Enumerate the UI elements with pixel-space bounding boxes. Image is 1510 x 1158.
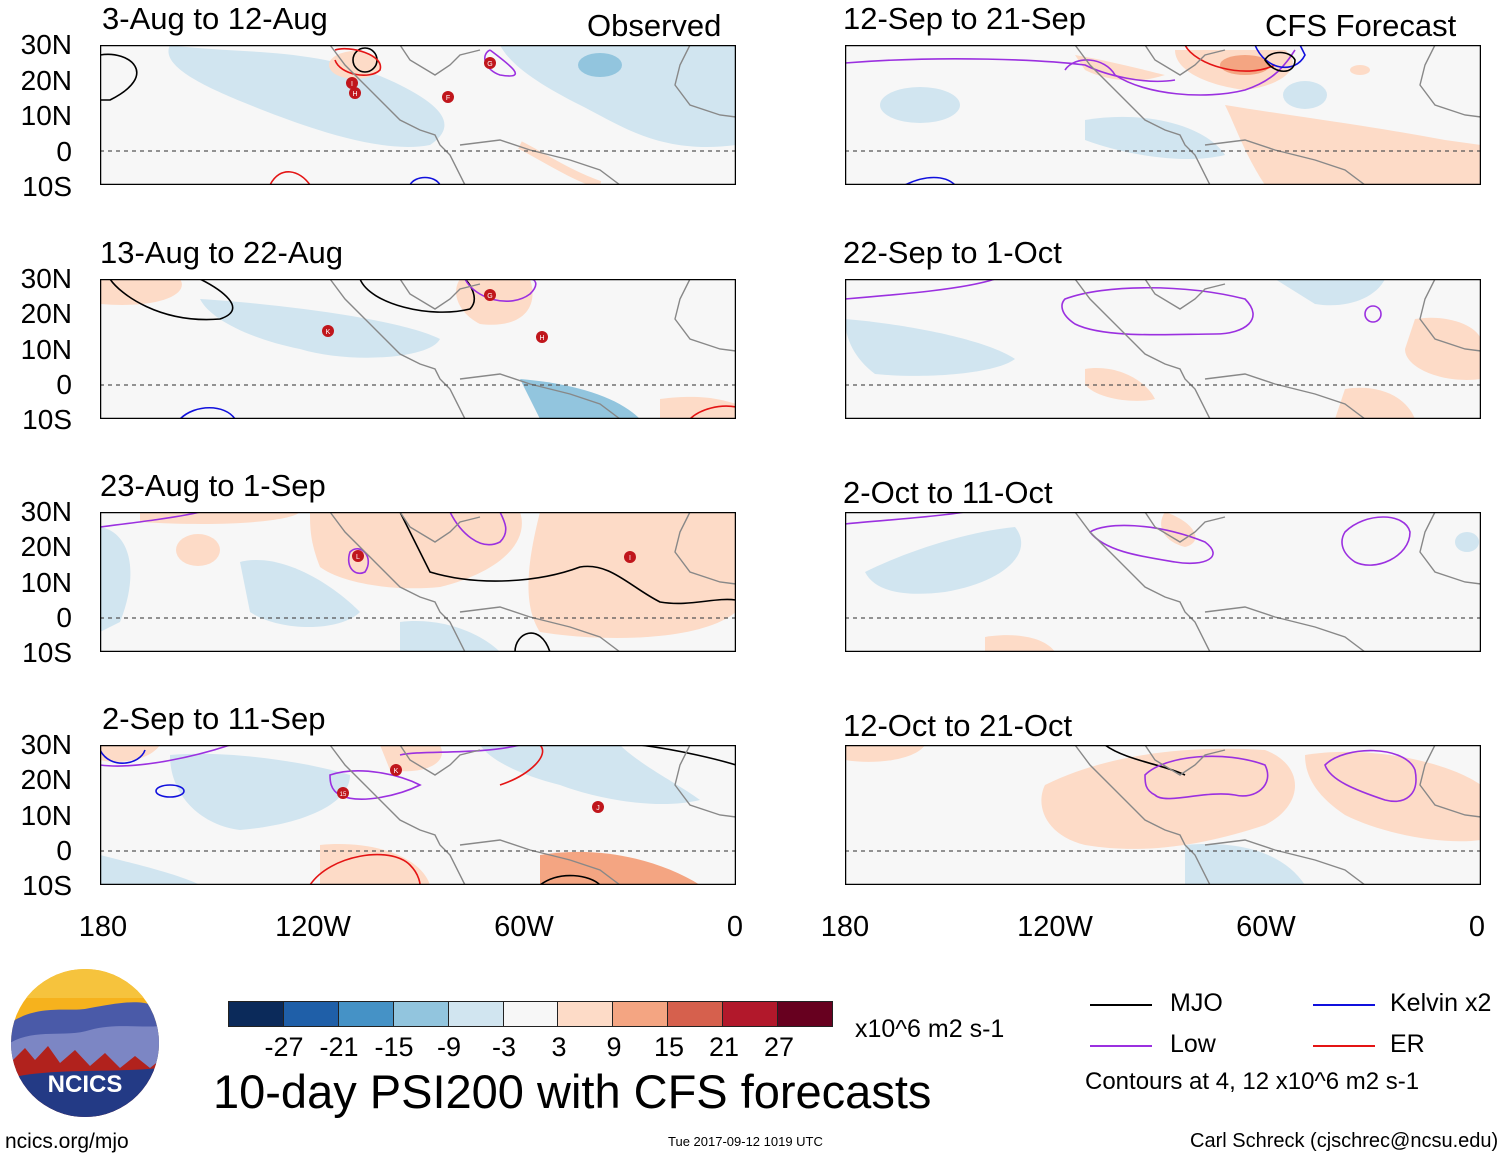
legend-line-er bbox=[1313, 1045, 1375, 1047]
panel-title: 22-Sep to 1-Oct bbox=[843, 235, 1062, 270]
lat-label: 20N bbox=[20, 531, 72, 562]
colorbar-tick: 9 bbox=[606, 1032, 622, 1062]
legend-label-low: Low bbox=[1170, 1030, 1216, 1058]
map-panel: I H G F bbox=[100, 45, 736, 185]
lon-label: 0 bbox=[1468, 911, 1486, 943]
colorbar-swatch bbox=[282, 1001, 339, 1027]
colorbar-swatch bbox=[447, 1001, 504, 1027]
lon-label: 180 bbox=[820, 911, 870, 943]
storm-G: G bbox=[487, 293, 492, 300]
ncics-logo: NCICS bbox=[10, 968, 160, 1118]
lat-label: 20N bbox=[20, 764, 72, 795]
panel-title: 12-Oct to 21-Oct bbox=[843, 708, 1073, 743]
footer-author: Carl Schreck (cjschrec@ncsu.edu) bbox=[1190, 1130, 1499, 1152]
legend-line-mjo bbox=[1090, 1004, 1152, 1006]
panel-title: 2-Oct to 11-Oct bbox=[843, 475, 1053, 510]
colorbar bbox=[228, 1001, 833, 1027]
lat-label: 0 bbox=[56, 136, 72, 167]
storm-G: G bbox=[487, 61, 492, 68]
lon-label: 60W bbox=[494, 911, 554, 943]
lon-label: 60W bbox=[1236, 911, 1296, 943]
legend-label-kelvin: Kelvin x2 bbox=[1390, 989, 1492, 1017]
legend-label-mjo: MJO bbox=[1170, 989, 1223, 1017]
contours-note: Contours at 4, 12 x10^6 m2 s-1 bbox=[1085, 1068, 1420, 1095]
lon-label: 0 bbox=[726, 911, 744, 943]
storm-K: K bbox=[394, 768, 399, 775]
map-panel: K 15 J bbox=[100, 745, 736, 885]
map-panel: L I bbox=[100, 512, 736, 652]
panel-title: 23-Aug to 1-Sep bbox=[100, 468, 326, 503]
colorbar-units: x10^6 m2 s-1 bbox=[855, 1015, 1005, 1043]
storm-F: F bbox=[446, 95, 450, 102]
logo-text: NCICS bbox=[48, 1071, 123, 1098]
lat-label: 10N bbox=[20, 100, 72, 131]
lat-label: 10N bbox=[20, 800, 72, 831]
footer-url: ncics.org/mjo bbox=[5, 1130, 129, 1153]
lat-label: 0 bbox=[56, 369, 72, 400]
lat-label: 20N bbox=[20, 298, 72, 329]
colorbar-tick: 21 bbox=[708, 1032, 740, 1062]
colorbar-swatch bbox=[667, 1001, 724, 1027]
storm-H: H bbox=[539, 335, 544, 342]
colorbar-tick: -9 bbox=[436, 1032, 462, 1062]
lat-label: 0 bbox=[56, 602, 72, 633]
panel-title: 13-Aug to 22-Aug bbox=[100, 235, 344, 270]
legend-line-kelvin bbox=[1313, 1004, 1375, 1006]
storm-L: L bbox=[356, 554, 360, 561]
map-panel bbox=[845, 279, 1481, 419]
lat-label: 10N bbox=[20, 567, 72, 598]
colorbar-swatch bbox=[228, 1001, 284, 1027]
colorbar-tick: -21 bbox=[319, 1032, 359, 1062]
colorbar-tick: -27 bbox=[264, 1032, 304, 1062]
colorbar-swatch bbox=[392, 1001, 449, 1027]
legend-label-er: ER bbox=[1390, 1030, 1425, 1058]
legend-line-low bbox=[1090, 1045, 1152, 1047]
lat-label: 30N bbox=[20, 729, 72, 760]
colorbar-swatch bbox=[777, 1001, 833, 1027]
footer-timestamp: Tue 2017-09-12 1019 UTC bbox=[668, 1134, 823, 1149]
map-panel bbox=[845, 512, 1481, 652]
lat-label: 30N bbox=[20, 496, 72, 527]
map-panel bbox=[845, 45, 1481, 185]
colorbar-swatch bbox=[337, 1001, 394, 1027]
colorbar-swatch bbox=[612, 1001, 669, 1027]
storm-J: J bbox=[596, 805, 600, 812]
main-title: 10-day PSI200 with CFS forecasts bbox=[213, 1065, 932, 1118]
map-panel: G K H bbox=[100, 279, 736, 419]
map-panel bbox=[845, 745, 1481, 885]
storm-15: 15 bbox=[340, 792, 347, 798]
forecast-label: CFS Forecast bbox=[1265, 8, 1457, 43]
lat-label: 10S bbox=[22, 637, 72, 668]
lat-label: 30N bbox=[20, 29, 72, 60]
colorbar-tick: 15 bbox=[653, 1032, 685, 1062]
colorbar-swatch bbox=[722, 1001, 779, 1027]
storm-H: H bbox=[352, 91, 357, 98]
colorbar-swatch bbox=[557, 1001, 614, 1027]
lat-label: 0 bbox=[56, 835, 72, 866]
lat-label: 20N bbox=[20, 65, 72, 96]
storm-K: K bbox=[326, 329, 331, 336]
colorbar-swatch bbox=[502, 1001, 559, 1027]
panel-title: 3-Aug to 12-Aug bbox=[102, 1, 328, 36]
lat-label: 10S bbox=[22, 404, 72, 435]
lon-label: 180 bbox=[78, 911, 128, 943]
colorbar-tick: -15 bbox=[374, 1032, 414, 1062]
panel-title: 12-Sep to 21-Sep bbox=[843, 1, 1087, 36]
lat-label: 10S bbox=[22, 171, 72, 202]
colorbar-tick: 3 bbox=[551, 1032, 567, 1062]
colorbar-tick: 27 bbox=[763, 1032, 795, 1062]
lon-label: 120W bbox=[275, 911, 351, 943]
lon-label: 120W bbox=[1017, 911, 1093, 943]
observed-label: Observed bbox=[587, 8, 722, 43]
storm-I: I bbox=[351, 81, 353, 88]
colorbar-tick: -3 bbox=[491, 1032, 517, 1062]
storm-I: I bbox=[629, 555, 631, 562]
lat-label: 10N bbox=[20, 334, 72, 365]
lat-label: 30N bbox=[20, 263, 72, 294]
panel-title: 2-Sep to 11-Sep bbox=[102, 701, 326, 736]
lat-label: 10S bbox=[22, 870, 72, 901]
